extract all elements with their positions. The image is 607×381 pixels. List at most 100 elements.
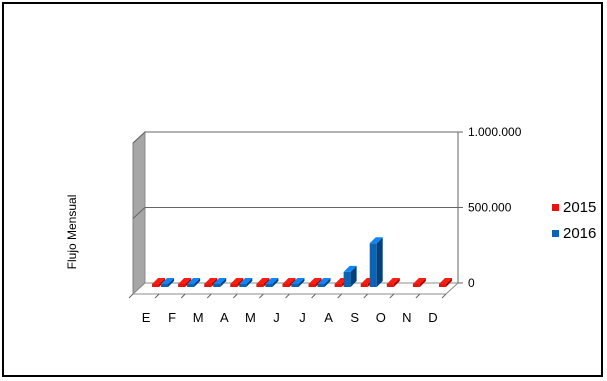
- y-axis-ticks: 0 500.000 1.000.000: [457, 125, 522, 290]
- x-tick-mark: [311, 293, 316, 299]
- bar-front: [230, 284, 238, 287]
- bar: [369, 237, 383, 287]
- bar: [265, 278, 279, 287]
- bar-top: [152, 278, 166, 284]
- bar: [317, 278, 331, 287]
- bar-side: [159, 278, 166, 287]
- legend-label-2015: 2015: [563, 198, 597, 216]
- x-tick-label: M: [193, 310, 204, 325]
- y-axis-label: Flujo Mensual: [65, 195, 79, 270]
- x-tick-label: O: [376, 310, 386, 325]
- bar-front: [161, 284, 169, 287]
- chart-walls: [131, 130, 460, 296]
- bar: [256, 278, 270, 287]
- legend-item-2016: 2016: [552, 220, 596, 246]
- bar-front: [204, 284, 212, 287]
- bar-top: [161, 278, 175, 284]
- bar-side: [211, 278, 218, 287]
- bar: [161, 278, 175, 287]
- bars: [152, 237, 452, 287]
- gridline-side: [132, 207, 146, 219]
- bar: [343, 265, 357, 287]
- bar-top: [291, 278, 305, 284]
- legend-item-2015: 2015: [552, 194, 596, 220]
- bar-top: [204, 278, 218, 284]
- bar-side: [194, 278, 201, 287]
- x-tick-label: A: [324, 310, 333, 325]
- bar-side: [272, 278, 279, 287]
- bar-top: [239, 278, 253, 284]
- bar-front: [256, 284, 264, 287]
- bar-side: [324, 278, 331, 287]
- x-tick-label: M: [245, 310, 256, 325]
- x-tick-mark: [389, 293, 395, 299]
- x-tick-mark: [180, 293, 186, 299]
- bar-top: [438, 278, 452, 284]
- x-tick-label: E: [142, 310, 151, 325]
- x-tick-label: F: [168, 310, 176, 325]
- x-tick-label: J: [273, 310, 280, 325]
- bar-front: [265, 284, 273, 287]
- bar: [152, 278, 166, 287]
- bar-side: [298, 278, 305, 287]
- x-tick-label: D: [428, 310, 437, 325]
- gridlines: [132, 131, 458, 219]
- legend-label-2016: 2016: [563, 224, 597, 242]
- bar: [178, 278, 192, 287]
- bar-top: [343, 265, 357, 272]
- x-tick-label: J: [299, 310, 306, 325]
- bar-side: [445, 278, 452, 287]
- x-tick-mark: [363, 293, 369, 299]
- bar-side: [246, 278, 253, 287]
- bar-side: [185, 278, 192, 287]
- x-tick-mark: [415, 293, 421, 299]
- x-tick-label: N: [402, 310, 411, 325]
- bar-side: [168, 278, 175, 287]
- legend-swatch-2015: [552, 203, 559, 211]
- bar-side: [263, 278, 270, 287]
- bar-front: [213, 284, 221, 287]
- bar: [204, 278, 218, 287]
- x-tick-mark: [206, 293, 212, 299]
- x-tick-mark: [337, 293, 343, 299]
- bar-top: [412, 278, 426, 284]
- bar: [291, 278, 305, 287]
- bar-front: [360, 284, 368, 287]
- bar-front: [317, 284, 325, 287]
- bar-top: [386, 278, 400, 284]
- gridline-side: [132, 131, 146, 144]
- x-tick-mark: [285, 293, 290, 299]
- bar-top: [230, 278, 244, 284]
- bar: [213, 278, 227, 287]
- bar-top: [187, 278, 201, 284]
- bar-side: [315, 278, 322, 287]
- bar-top: [282, 278, 296, 284]
- bar-side: [220, 278, 227, 287]
- bar-front: [386, 284, 394, 287]
- bar-top: [256, 278, 270, 284]
- bar: [386, 278, 400, 287]
- bar-top: [369, 237, 383, 244]
- bar: [412, 278, 426, 287]
- bar-top: [308, 278, 322, 284]
- y-tick-label: 500.000: [468, 201, 512, 215]
- x-tick-mark: [128, 293, 134, 299]
- bar: [308, 278, 322, 287]
- bar-front: [369, 243, 377, 287]
- bar-front: [334, 284, 342, 287]
- bar: [187, 278, 201, 287]
- bar: [438, 278, 452, 287]
- legend: 2015 2016: [552, 194, 596, 246]
- bar: [230, 278, 244, 287]
- x-tick-mark: [259, 293, 264, 299]
- bar-side: [376, 237, 383, 287]
- bar-front: [239, 284, 247, 287]
- x-tick-mark: [232, 293, 238, 299]
- bar-side: [289, 278, 296, 287]
- bar-front: [291, 284, 299, 287]
- bar-top: [178, 278, 192, 284]
- x-tick-label: S: [350, 310, 359, 325]
- legend-swatch-2016: [552, 229, 559, 237]
